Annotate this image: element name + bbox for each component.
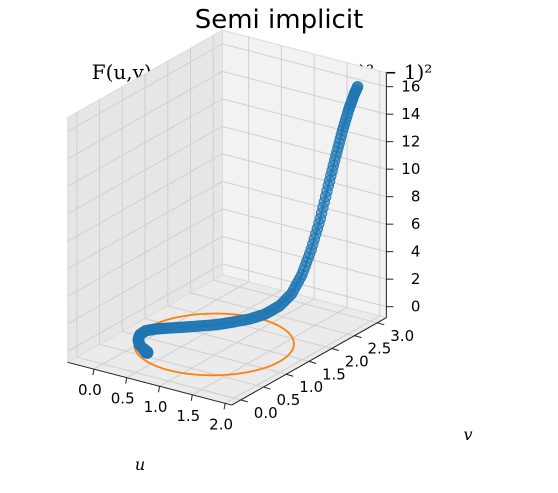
z-tick-label: 12 (401, 133, 420, 151)
y-tick-label: 0.5 (277, 391, 301, 409)
x-axis-label: u (135, 455, 145, 474)
x-tick (190, 394, 193, 401)
grid-line-z-back (222, 125, 387, 170)
grid-line-v-floor (122, 331, 287, 375)
x-tick-label: 1.0 (144, 398, 168, 416)
grid-line-v-floor (167, 305, 332, 349)
x-tick (125, 377, 128, 384)
x-tick (223, 403, 226, 410)
z-tick-label: 16 (401, 78, 420, 96)
x-tick-label: 0.0 (78, 381, 102, 399)
z-tick-label: 10 (401, 160, 420, 178)
y-tick (308, 360, 317, 364)
x-tick-label: 2.0 (209, 415, 233, 433)
grid-line-z-back (222, 208, 387, 253)
y-tick (377, 322, 385, 326)
grid-line-z-side (67, 208, 223, 297)
trajectory-point (138, 343, 150, 355)
z-tick-label: 8 (411, 188, 421, 206)
y-tick-label: 1.0 (299, 378, 323, 396)
chart-title: Semi implicit (195, 5, 364, 35)
x-axis-line (67, 361, 232, 406)
grid-line-z-back (222, 263, 387, 308)
z-tick-label: 6 (411, 215, 421, 233)
x-tick (92, 369, 95, 376)
grid-line-z-back (222, 153, 387, 198)
grid-line-z-back (222, 43, 387, 88)
grid-line-z-back (222, 180, 387, 225)
grid-line-z-side (67, 43, 223, 132)
y-tick (354, 335, 362, 339)
grid-line-v-floor (213, 279, 378, 324)
axes-tick-labels: 0.0 0.5 1.0 1.5 2.00.00.51.01.52.02.53.00246… (78, 78, 420, 434)
y-tick-label: 2.5 (368, 340, 392, 358)
grid-line-v-floor (99, 343, 264, 388)
y-tick (331, 348, 339, 351)
grid-line-z-side (67, 153, 223, 242)
x-tick-label: 1.5 (176, 407, 200, 425)
y-tick-label: 0.0 (254, 404, 278, 422)
y-tick-label: 2.0 (345, 353, 369, 371)
grid-line-z-side (67, 70, 223, 160)
y-tick (286, 373, 294, 377)
grid-line-z-side (67, 125, 223, 215)
y-tick-label: 3.0 (390, 327, 414, 345)
x-tick-label: 0.5 (111, 390, 135, 408)
y-axis-label: v (463, 425, 472, 444)
y-tick (240, 399, 248, 403)
y-tick-label: 1.5 (322, 365, 346, 383)
z-tick-label: 2 (411, 270, 421, 288)
grid-line-z-back (222, 70, 387, 115)
plot-data (132, 81, 364, 377)
grid-line-z-side (67, 263, 223, 352)
axes-ticks (67, 72, 394, 410)
grid-line-z-side (67, 235, 223, 325)
x-tick (158, 386, 160, 393)
y-tick (263, 386, 271, 390)
grid-line-v-floor (76, 356, 241, 401)
z-tick-label: 4 (411, 243, 421, 261)
grid-line-z-side (67, 98, 223, 187)
z-tick-label: 14 (401, 105, 420, 123)
grid-line-z-side (67, 180, 223, 270)
z-tick-label: 0 (411, 298, 421, 316)
grid-line-z-back (222, 98, 387, 143)
